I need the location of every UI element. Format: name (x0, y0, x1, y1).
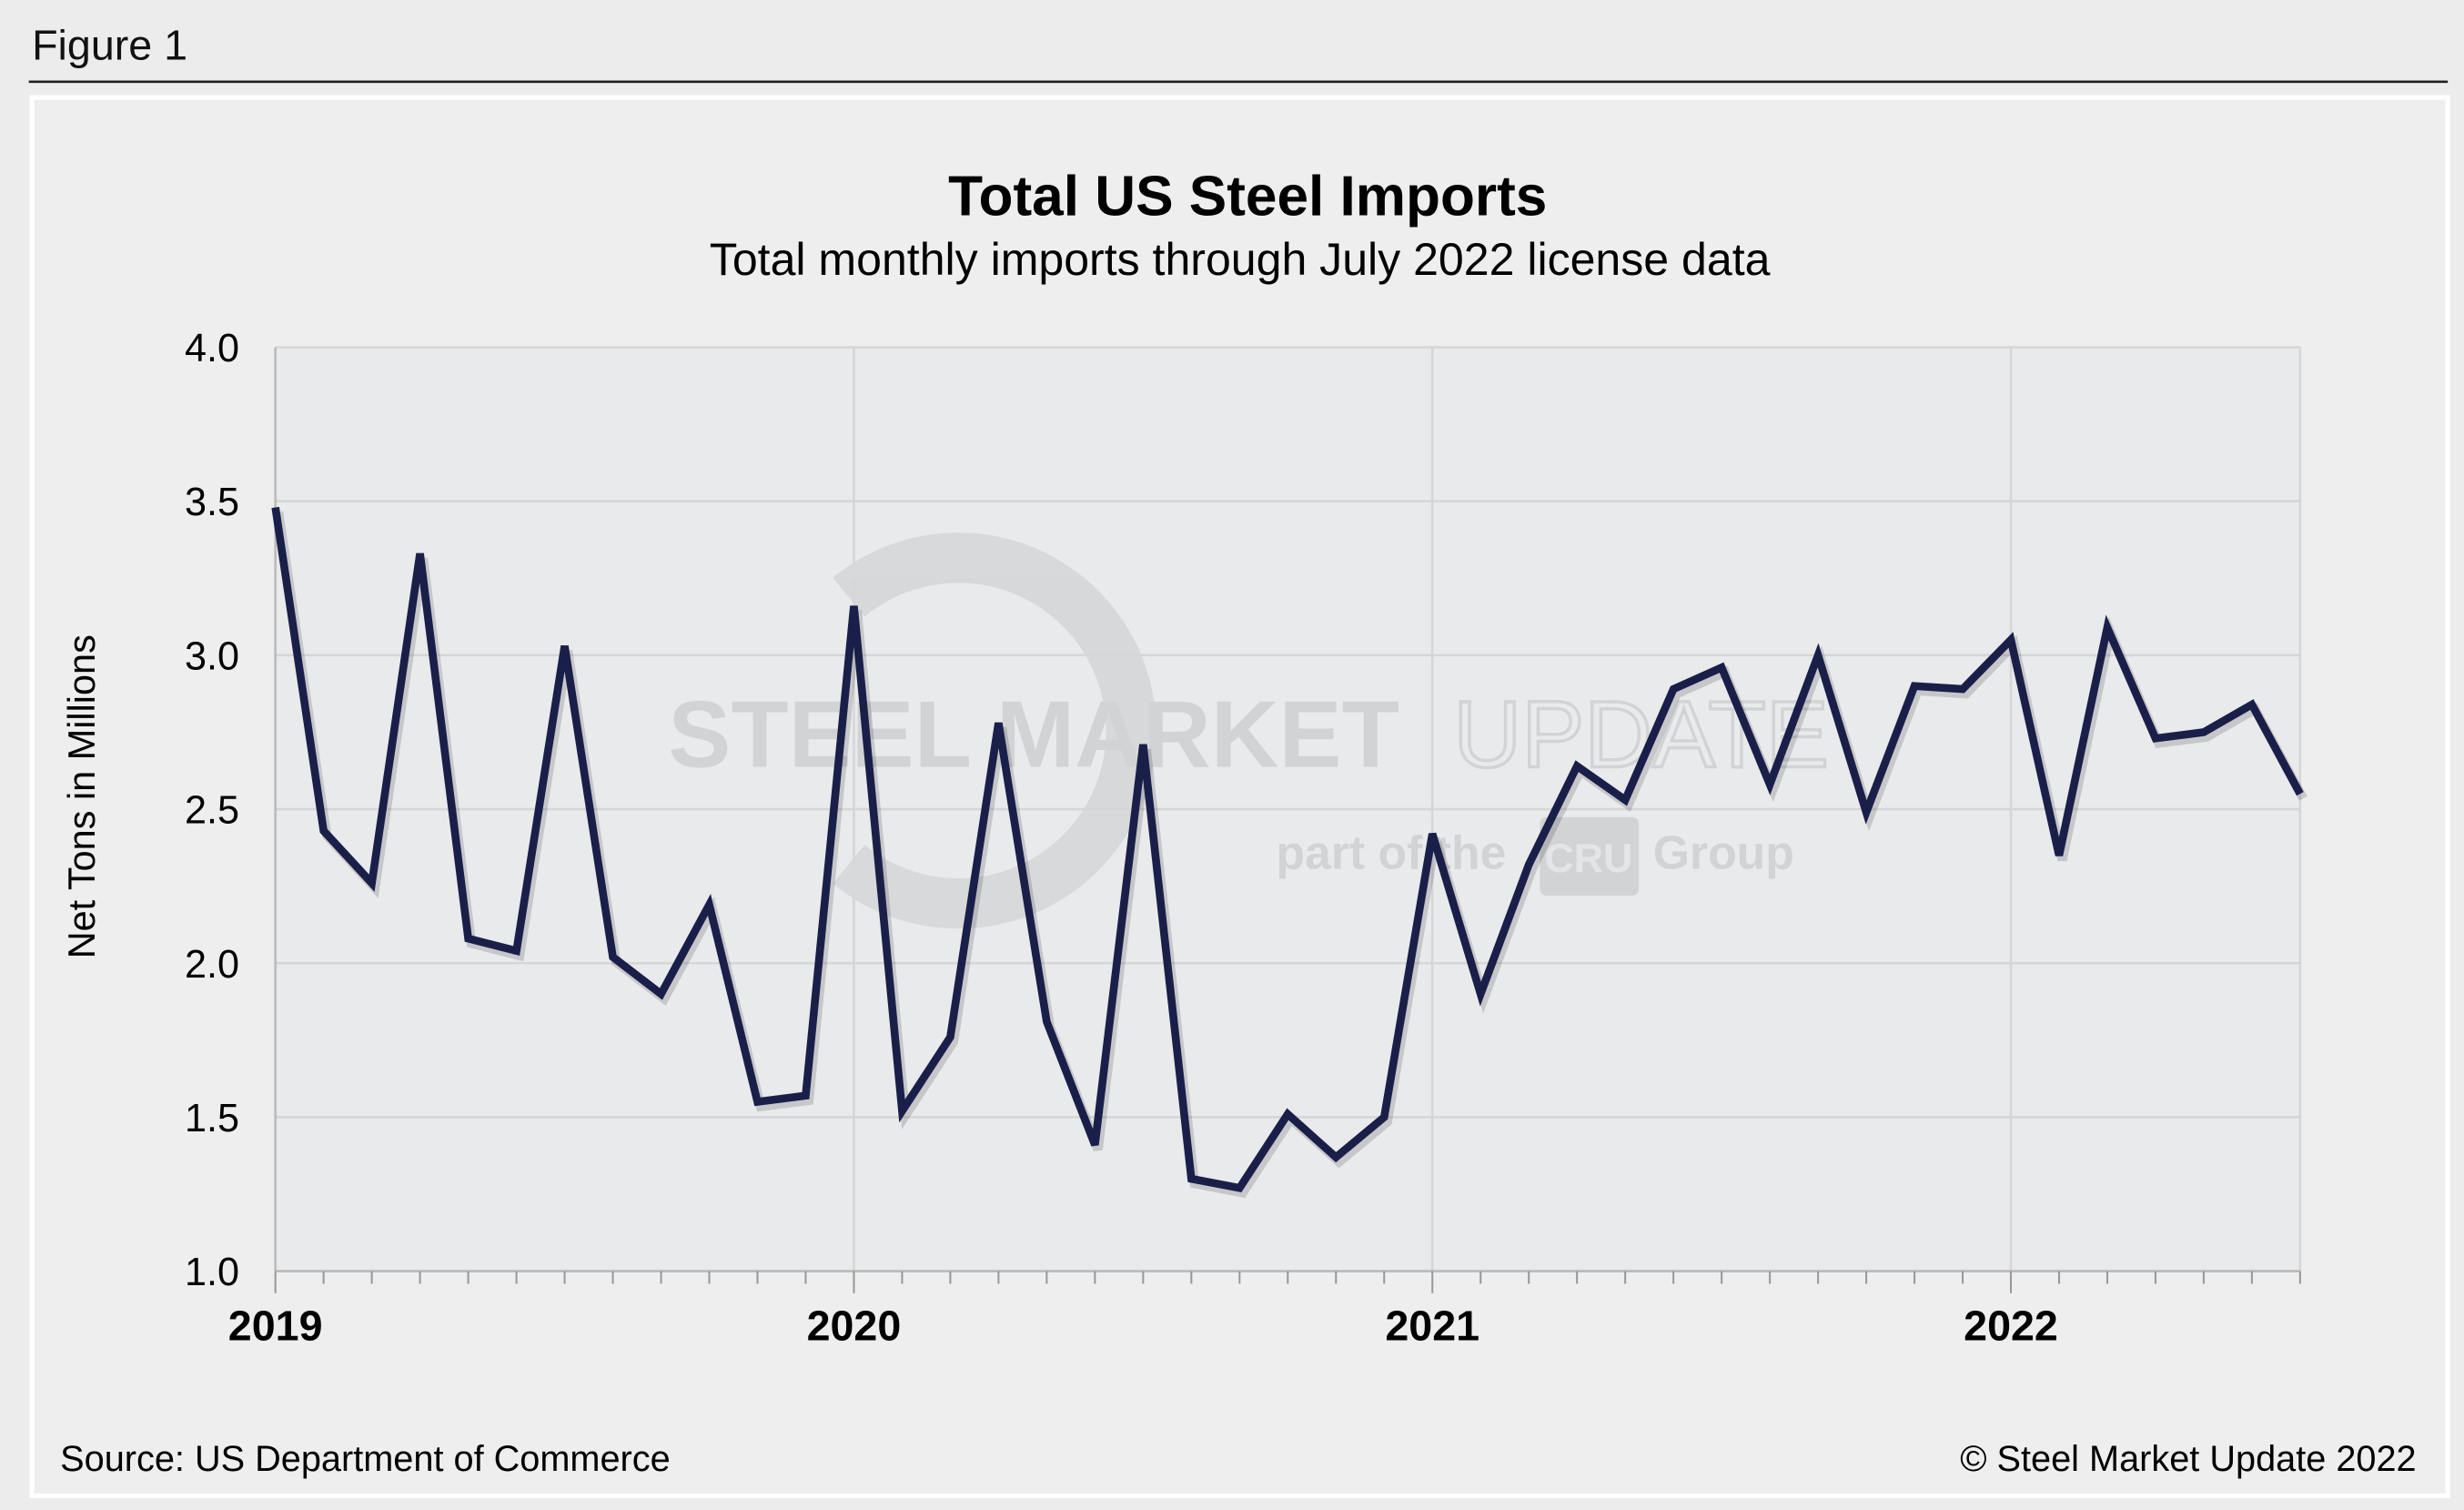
figure-label: Figure 1 (32, 22, 187, 69)
watermark-arc (833, 532, 1156, 929)
y-axis-label: Net Tons in Millions (60, 634, 103, 958)
y-tick-label: 1.5 (185, 1097, 239, 1140)
y-tick-label: 3.5 (185, 481, 239, 524)
x-tick-label: 2020 (807, 1302, 902, 1350)
y-axis-ticks: 1.0 1.5 2.0 2.5 3.0 3.5 4.0 (185, 327, 239, 1294)
watermark-part-of: part of the (1276, 826, 1506, 879)
source-note: Source: US Department of Commerce (60, 1439, 671, 1479)
y-tick-label: 1.0 (185, 1251, 239, 1294)
chart-title: Total US Steel Imports (948, 166, 1547, 228)
watermark-cru-text: CRU (1544, 835, 1632, 881)
y-tick-label: 2.0 (185, 943, 239, 987)
x-tick-label: 2022 (1964, 1302, 2058, 1350)
x-tick-label: 2021 (1385, 1302, 1479, 1350)
series-group (271, 506, 2307, 1199)
y-tick-label: 4.0 (185, 327, 239, 370)
watermark-group: Group (1653, 826, 1794, 879)
y-tick-label: 2.5 (185, 789, 239, 833)
watermark-cru-logo (1540, 816, 1640, 897)
copyright-note: © Steel Market Update 2022 (1960, 1439, 2416, 1479)
y-tick-label: 3.0 (185, 634, 239, 678)
chart-subtitle: Total monthly imports through July 2022 … (710, 234, 1771, 285)
watermark-text-bold: STEEL MARKET (668, 681, 1399, 786)
x-tick-label: 2019 (228, 1302, 323, 1350)
x-axis-ticks: 2019 2020 2021 2022 (228, 347, 2301, 1350)
